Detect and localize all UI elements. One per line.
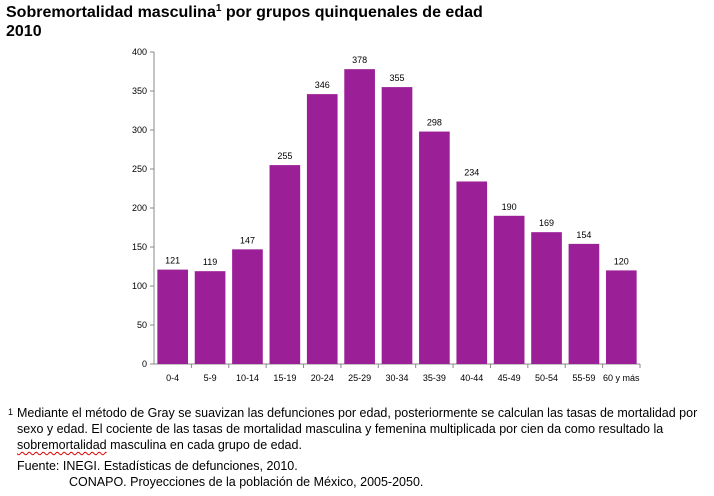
bar bbox=[194, 271, 226, 364]
x-tick-label: 60 y más bbox=[603, 373, 640, 383]
x-tick-label: 50-54 bbox=[535, 373, 558, 383]
title-line-1: Sobremortalidad masculina1 por grupos qu… bbox=[6, 3, 483, 22]
y-tick-label: 350 bbox=[132, 86, 147, 96]
data-label: 378 bbox=[352, 55, 367, 65]
bar bbox=[456, 181, 488, 364]
bar bbox=[306, 94, 338, 365]
bar bbox=[157, 269, 189, 364]
x-tick-label: 10-14 bbox=[236, 373, 259, 383]
x-tick-label: 25-29 bbox=[348, 373, 371, 383]
chart-title: Sobremortalidad masculina1 por grupos qu… bbox=[6, 3, 483, 41]
y-tick-label: 300 bbox=[132, 125, 147, 135]
x-tick-label: 0-4 bbox=[166, 373, 179, 383]
footnote-text-after: masculina en cada grupo de edad. bbox=[106, 438, 302, 452]
source: Fuente: INEGI. Estadísticas de defuncion… bbox=[17, 458, 423, 490]
bar bbox=[419, 131, 450, 364]
title-rest: por grupos quinquenales de edad bbox=[221, 4, 483, 21]
footnote-underlined-word: sobremortalidad bbox=[17, 438, 107, 452]
footnote-mark: 1 bbox=[8, 407, 14, 417]
data-label: 255 bbox=[277, 151, 292, 161]
data-label: 234 bbox=[464, 167, 479, 177]
title-footnote-mark: 1 bbox=[215, 3, 222, 14]
bar bbox=[232, 249, 263, 364]
bar bbox=[381, 87, 413, 364]
data-label: 190 bbox=[502, 202, 517, 212]
footnote-text-before: Mediante el método de Gray se suavizan l… bbox=[17, 406, 698, 436]
footnote-text: Mediante el método de Gray se suavizan l… bbox=[17, 405, 708, 453]
y-tick-label: 400 bbox=[132, 47, 147, 57]
title-year: 2010 bbox=[6, 23, 42, 40]
bar bbox=[344, 69, 375, 364]
data-label: 298 bbox=[427, 118, 442, 128]
bar bbox=[493, 215, 525, 364]
x-tick-label: 15-19 bbox=[273, 373, 296, 383]
bar bbox=[605, 270, 637, 364]
x-tick-label: 5-9 bbox=[204, 373, 217, 383]
data-label: 120 bbox=[614, 256, 629, 266]
x-tick-label: 30-34 bbox=[385, 373, 408, 383]
bar bbox=[269, 165, 301, 364]
x-tick-label: 45-49 bbox=[498, 373, 521, 383]
x-tick-label: 40-44 bbox=[460, 373, 483, 383]
y-tick-label: 200 bbox=[132, 203, 147, 213]
y-tick-label: 50 bbox=[137, 320, 147, 330]
y-tick-label: 100 bbox=[132, 281, 147, 291]
bar bbox=[531, 232, 562, 364]
source-line-1: Fuente: INEGI. Estadísticas de defuncion… bbox=[17, 459, 298, 473]
bar-chart: 0 50 100 150 200 250 300 350 400 121 0-4 119 5-9 147 1… bbox=[132, 47, 641, 383]
data-label: 147 bbox=[240, 235, 255, 245]
data-label: 121 bbox=[165, 256, 180, 266]
x-tick-label: 55-59 bbox=[572, 373, 595, 383]
footnote: 1 Mediante el método de Gray se suavizan… bbox=[8, 405, 708, 453]
title-main: Sobremortalidad masculina bbox=[6, 4, 216, 21]
data-label: 169 bbox=[539, 218, 554, 228]
y-tick-label: 250 bbox=[132, 164, 147, 174]
y-tick-label: 150 bbox=[132, 242, 147, 252]
bar bbox=[568, 243, 600, 364]
data-label: 355 bbox=[389, 73, 404, 83]
data-label: 346 bbox=[315, 80, 330, 90]
source-line-2: CONAPO. Proyecciones de la población de … bbox=[69, 475, 424, 489]
y-tick-label: 0 bbox=[142, 359, 147, 369]
x-tick-label: 20-24 bbox=[311, 373, 334, 383]
x-tick-label: 35-39 bbox=[423, 373, 446, 383]
data-label: 154 bbox=[576, 230, 591, 240]
data-label: 119 bbox=[203, 257, 217, 267]
